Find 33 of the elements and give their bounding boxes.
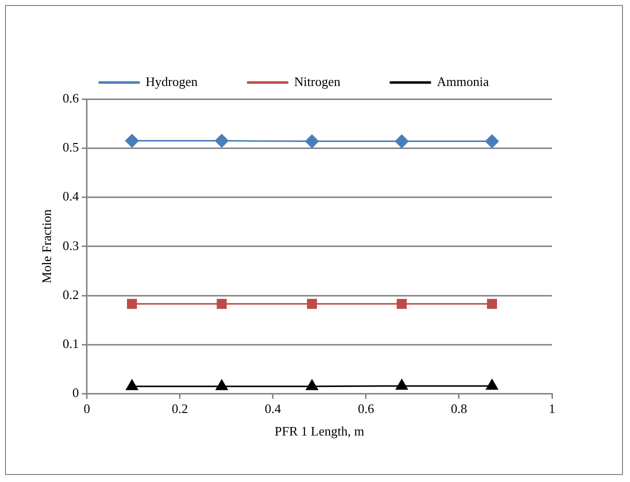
point — [395, 134, 409, 148]
x-tick-label: 0.6 — [358, 401, 375, 416]
y-tick-label: 0 — [72, 385, 79, 400]
x-axis-title: PFR 1 Length, m — [274, 424, 364, 439]
point — [125, 134, 139, 148]
legend-label: Ammonia — [436, 74, 490, 89]
point — [485, 134, 499, 148]
point — [214, 134, 228, 148]
point — [306, 380, 318, 390]
y-tick-label: 0.6 — [62, 90, 80, 106]
y-tick-label: 0.2 — [62, 286, 79, 302]
y-tick-label: 0.1 — [62, 336, 79, 352]
y-tick-label: 0.4 — [62, 188, 80, 204]
x-tick-label: 0 — [84, 401, 90, 416]
point — [126, 298, 137, 309]
y-axis-title: Mole Fraction — [39, 208, 54, 284]
x-tick-label: 0.2 — [172, 401, 188, 416]
legend-label: Hydrogen — [146, 74, 198, 89]
point — [305, 134, 319, 148]
point — [487, 298, 497, 309]
x-tick-label: 1 — [548, 401, 556, 416]
point — [216, 380, 228, 390]
point — [396, 379, 408, 390]
point — [126, 380, 138, 390]
point — [486, 379, 498, 390]
point — [216, 298, 227, 309]
x-tick-label: 0.4 — [264, 401, 282, 416]
legend-label: Nitrogen — [294, 74, 341, 89]
point — [306, 298, 317, 309]
y-tick-label: 0.3 — [62, 238, 79, 253]
point — [396, 298, 407, 309]
x-tick-label: 0.8 — [450, 401, 468, 416]
y-tick-label: 0.5 — [62, 140, 79, 155]
